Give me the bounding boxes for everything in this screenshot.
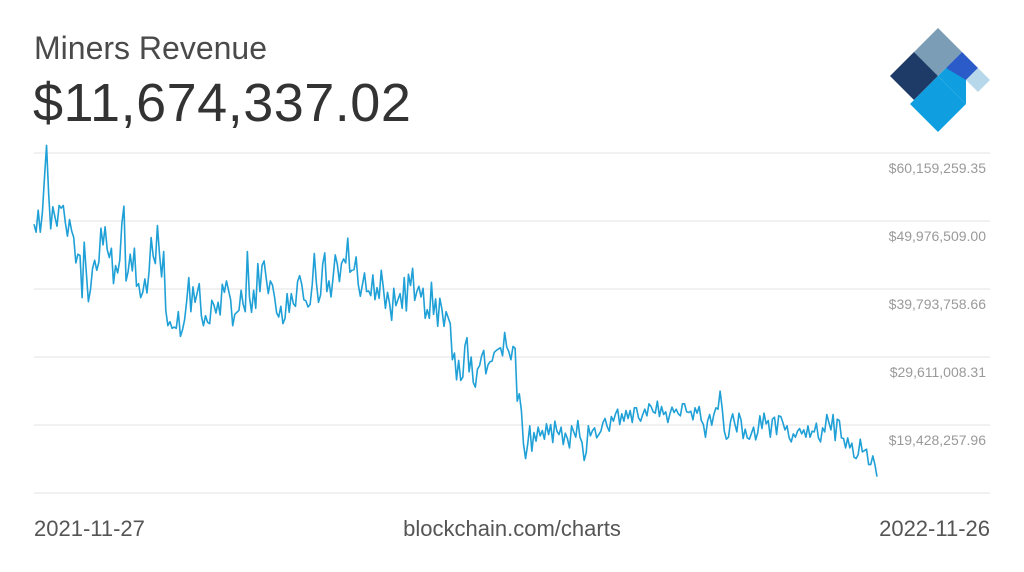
y-tick-label: $19,428,257.96 xyxy=(889,432,987,448)
chart-title: Miners Revenue xyxy=(34,30,267,66)
blockchain-logo-icon xyxy=(890,28,990,132)
x-start-date: 2021-11-27 xyxy=(34,516,145,541)
y-tick-label: $60,159,259.35 xyxy=(889,160,987,176)
current-value: $11,674,337.02 xyxy=(33,73,412,133)
x-end-date: 2022-11-26 xyxy=(879,516,990,541)
y-tick-label: $39,793,758.66 xyxy=(889,296,987,312)
source-label: blockchain.com/charts xyxy=(403,516,621,541)
revenue-series-line xyxy=(33,144,878,477)
y-tick-label: $49,976,509.00 xyxy=(889,228,987,244)
y-tick-label: $29,611,008.31 xyxy=(890,364,986,380)
